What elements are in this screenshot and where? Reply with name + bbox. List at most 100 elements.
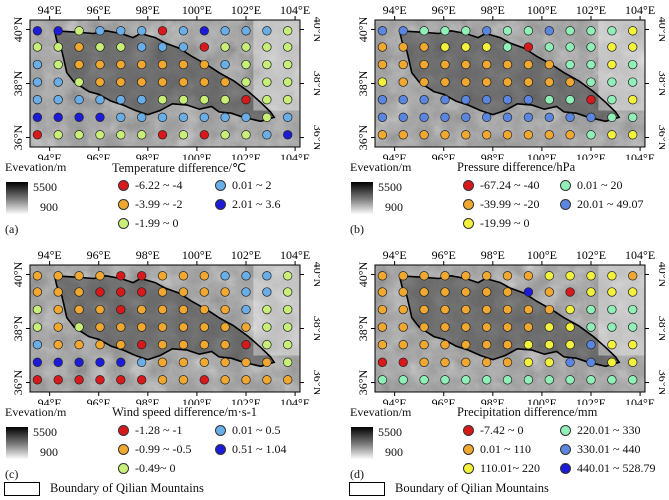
station-dot (607, 42, 617, 52)
station-dot (544, 271, 554, 281)
legend-item: -3.99 ~ -2 (118, 197, 182, 212)
station-dot (544, 26, 554, 36)
station-dot (628, 357, 638, 367)
station-dot (283, 271, 293, 281)
station-dot (199, 340, 209, 350)
station-dot (440, 287, 450, 297)
station-dot (628, 112, 638, 122)
lon-tick-label: 96°E (432, 248, 456, 262)
map-svg: 94°E 94°E 96°E 96°E 98°E 98°E 100°E 100°E 102°E 1… (356, 3, 665, 160)
station-dot (283, 77, 293, 87)
station-dot (440, 271, 450, 281)
station-dot (502, 77, 513, 87)
station-dot (199, 304, 209, 315)
station-dot (398, 271, 408, 281)
station-dot (398, 287, 408, 297)
station-dot (199, 287, 209, 297)
station-dot (628, 271, 638, 281)
station-dot (116, 130, 126, 140)
station-dot (283, 375, 293, 385)
station-dot (178, 95, 189, 105)
legend-swatch (463, 425, 474, 436)
station-dot (199, 95, 209, 105)
station-dot (398, 95, 408, 105)
lat-tick-label: 38°N (311, 71, 320, 97)
station-dot (523, 304, 534, 315)
station-dot (241, 59, 251, 70)
station-dot (419, 42, 429, 52)
legend-swatch (215, 180, 226, 191)
station-dot (32, 357, 43, 367)
station-dot (377, 112, 388, 122)
legend-swatch (215, 425, 226, 436)
station-dot (523, 357, 534, 367)
legend-range-label: 0.01 ~ 110 (480, 442, 532, 456)
station-dot (199, 77, 209, 87)
station-dot (502, 112, 513, 122)
station-dot (116, 271, 126, 281)
legend-range-label: -19.99 ~ 0 (480, 216, 530, 230)
station-dot (586, 59, 596, 70)
station-dot (502, 340, 513, 350)
lon-tick-label: 96°E (432, 396, 456, 405)
legend-swatch (118, 425, 129, 436)
station-dot (262, 112, 272, 122)
station-dot (461, 77, 471, 87)
station-dot (116, 322, 126, 332)
boundary-swatch (349, 481, 385, 496)
station-dot (419, 95, 429, 105)
lon-tick-label: 98°E (136, 151, 160, 160)
station-dot (74, 375, 84, 385)
station-dot (461, 271, 471, 281)
station-dot (32, 340, 43, 350)
legend-swatch (463, 463, 474, 474)
legend-range-label: 0.01 ~ 2 (232, 178, 272, 192)
station-dot (241, 287, 251, 297)
lat-tick-label: 36°N (356, 369, 370, 395)
station-dot (419, 77, 429, 87)
station-dot (586, 95, 596, 105)
station-dot (461, 95, 471, 105)
station-dot (377, 271, 388, 281)
station-dot (523, 271, 534, 281)
lat-tick-label: 38°N (656, 316, 665, 342)
station-dot (199, 357, 209, 367)
lon-tick-label: 98°E (481, 151, 505, 160)
station-dot (157, 357, 168, 367)
station-dot (53, 340, 63, 350)
station-dot (523, 287, 534, 297)
lon-tick-label: 100°E (527, 151, 557, 160)
station-dot (586, 322, 596, 332)
station-dot (157, 304, 168, 315)
lon-tick-label: 102°E (576, 248, 606, 262)
station-dot (461, 304, 471, 315)
legend-range-label: 0.01 ~ 0.5 (232, 423, 281, 437)
station-dot (628, 287, 638, 297)
station-dot (220, 340, 230, 350)
station-dot (74, 130, 84, 140)
elevation-color-bar (351, 182, 373, 214)
station-dot (116, 340, 126, 350)
station-dot (419, 26, 429, 36)
station-dot (137, 287, 147, 297)
legend-title: Wind speed difference/m·s-1 (112, 405, 258, 419)
station-dot (157, 59, 168, 70)
legend-title: Precipitation difference/mm (457, 405, 598, 419)
station-dot (137, 130, 147, 140)
station-dot (482, 287, 492, 297)
lon-tick-label: 100°E (527, 396, 557, 405)
station-dot (95, 271, 105, 281)
station-dot (628, 26, 638, 36)
station-dot (116, 95, 126, 105)
legend-range-label: 440.01 ~ 528.79 (577, 461, 656, 475)
station-dot (283, 287, 293, 297)
legend-range-label: 220.01 ~ 330 (577, 423, 641, 437)
station-dot (377, 77, 388, 87)
station-dot (220, 95, 230, 105)
station-dot (53, 95, 63, 105)
station-dot (565, 77, 575, 87)
station-dot (461, 357, 471, 367)
station-dot (178, 112, 189, 122)
lon-tick-label: 102°E (576, 151, 606, 160)
station-dot (523, 375, 534, 385)
